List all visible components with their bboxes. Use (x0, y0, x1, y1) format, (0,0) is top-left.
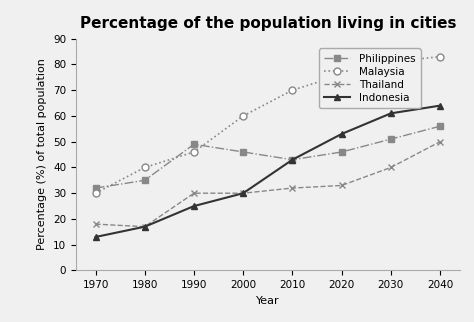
Indonesia (437, 104, 443, 108)
Malaysia (240, 114, 246, 118)
Philippines (437, 124, 443, 128)
Thailand (290, 186, 295, 190)
Malaysia (290, 88, 295, 92)
Line: Indonesia: Indonesia (92, 102, 444, 241)
Thailand (93, 222, 99, 226)
Malaysia (191, 150, 197, 154)
Title: Percentage of the population living in cities: Percentage of the population living in c… (80, 15, 456, 31)
Philippines (142, 178, 147, 182)
Line: Malaysia: Malaysia (92, 53, 444, 197)
Indonesia (191, 204, 197, 208)
Line: Thailand: Thailand (92, 138, 444, 230)
Malaysia (142, 166, 147, 169)
Thailand (437, 140, 443, 144)
Indonesia (339, 132, 345, 136)
Legend: Philippines, Malaysia, Thailand, Indonesia: Philippines, Malaysia, Thailand, Indones… (319, 49, 420, 108)
Philippines (388, 137, 394, 141)
Indonesia (240, 191, 246, 195)
Malaysia (388, 60, 394, 64)
Philippines (93, 186, 99, 190)
Thailand (191, 191, 197, 195)
Y-axis label: Percentage (%) of total population: Percentage (%) of total population (37, 59, 47, 251)
Philippines (191, 142, 197, 146)
Thailand (240, 191, 246, 195)
Indonesia (142, 225, 147, 229)
Thailand (339, 184, 345, 187)
Philippines (339, 150, 345, 154)
Indonesia (290, 158, 295, 162)
X-axis label: Year: Year (256, 296, 280, 306)
Malaysia (93, 191, 99, 195)
Malaysia (437, 55, 443, 59)
Philippines (290, 158, 295, 162)
Philippines (240, 150, 246, 154)
Thailand (388, 166, 394, 169)
Indonesia (93, 235, 99, 239)
Thailand (142, 225, 147, 229)
Indonesia (388, 111, 394, 115)
Line: Philippines: Philippines (93, 123, 443, 191)
Malaysia (339, 73, 345, 77)
